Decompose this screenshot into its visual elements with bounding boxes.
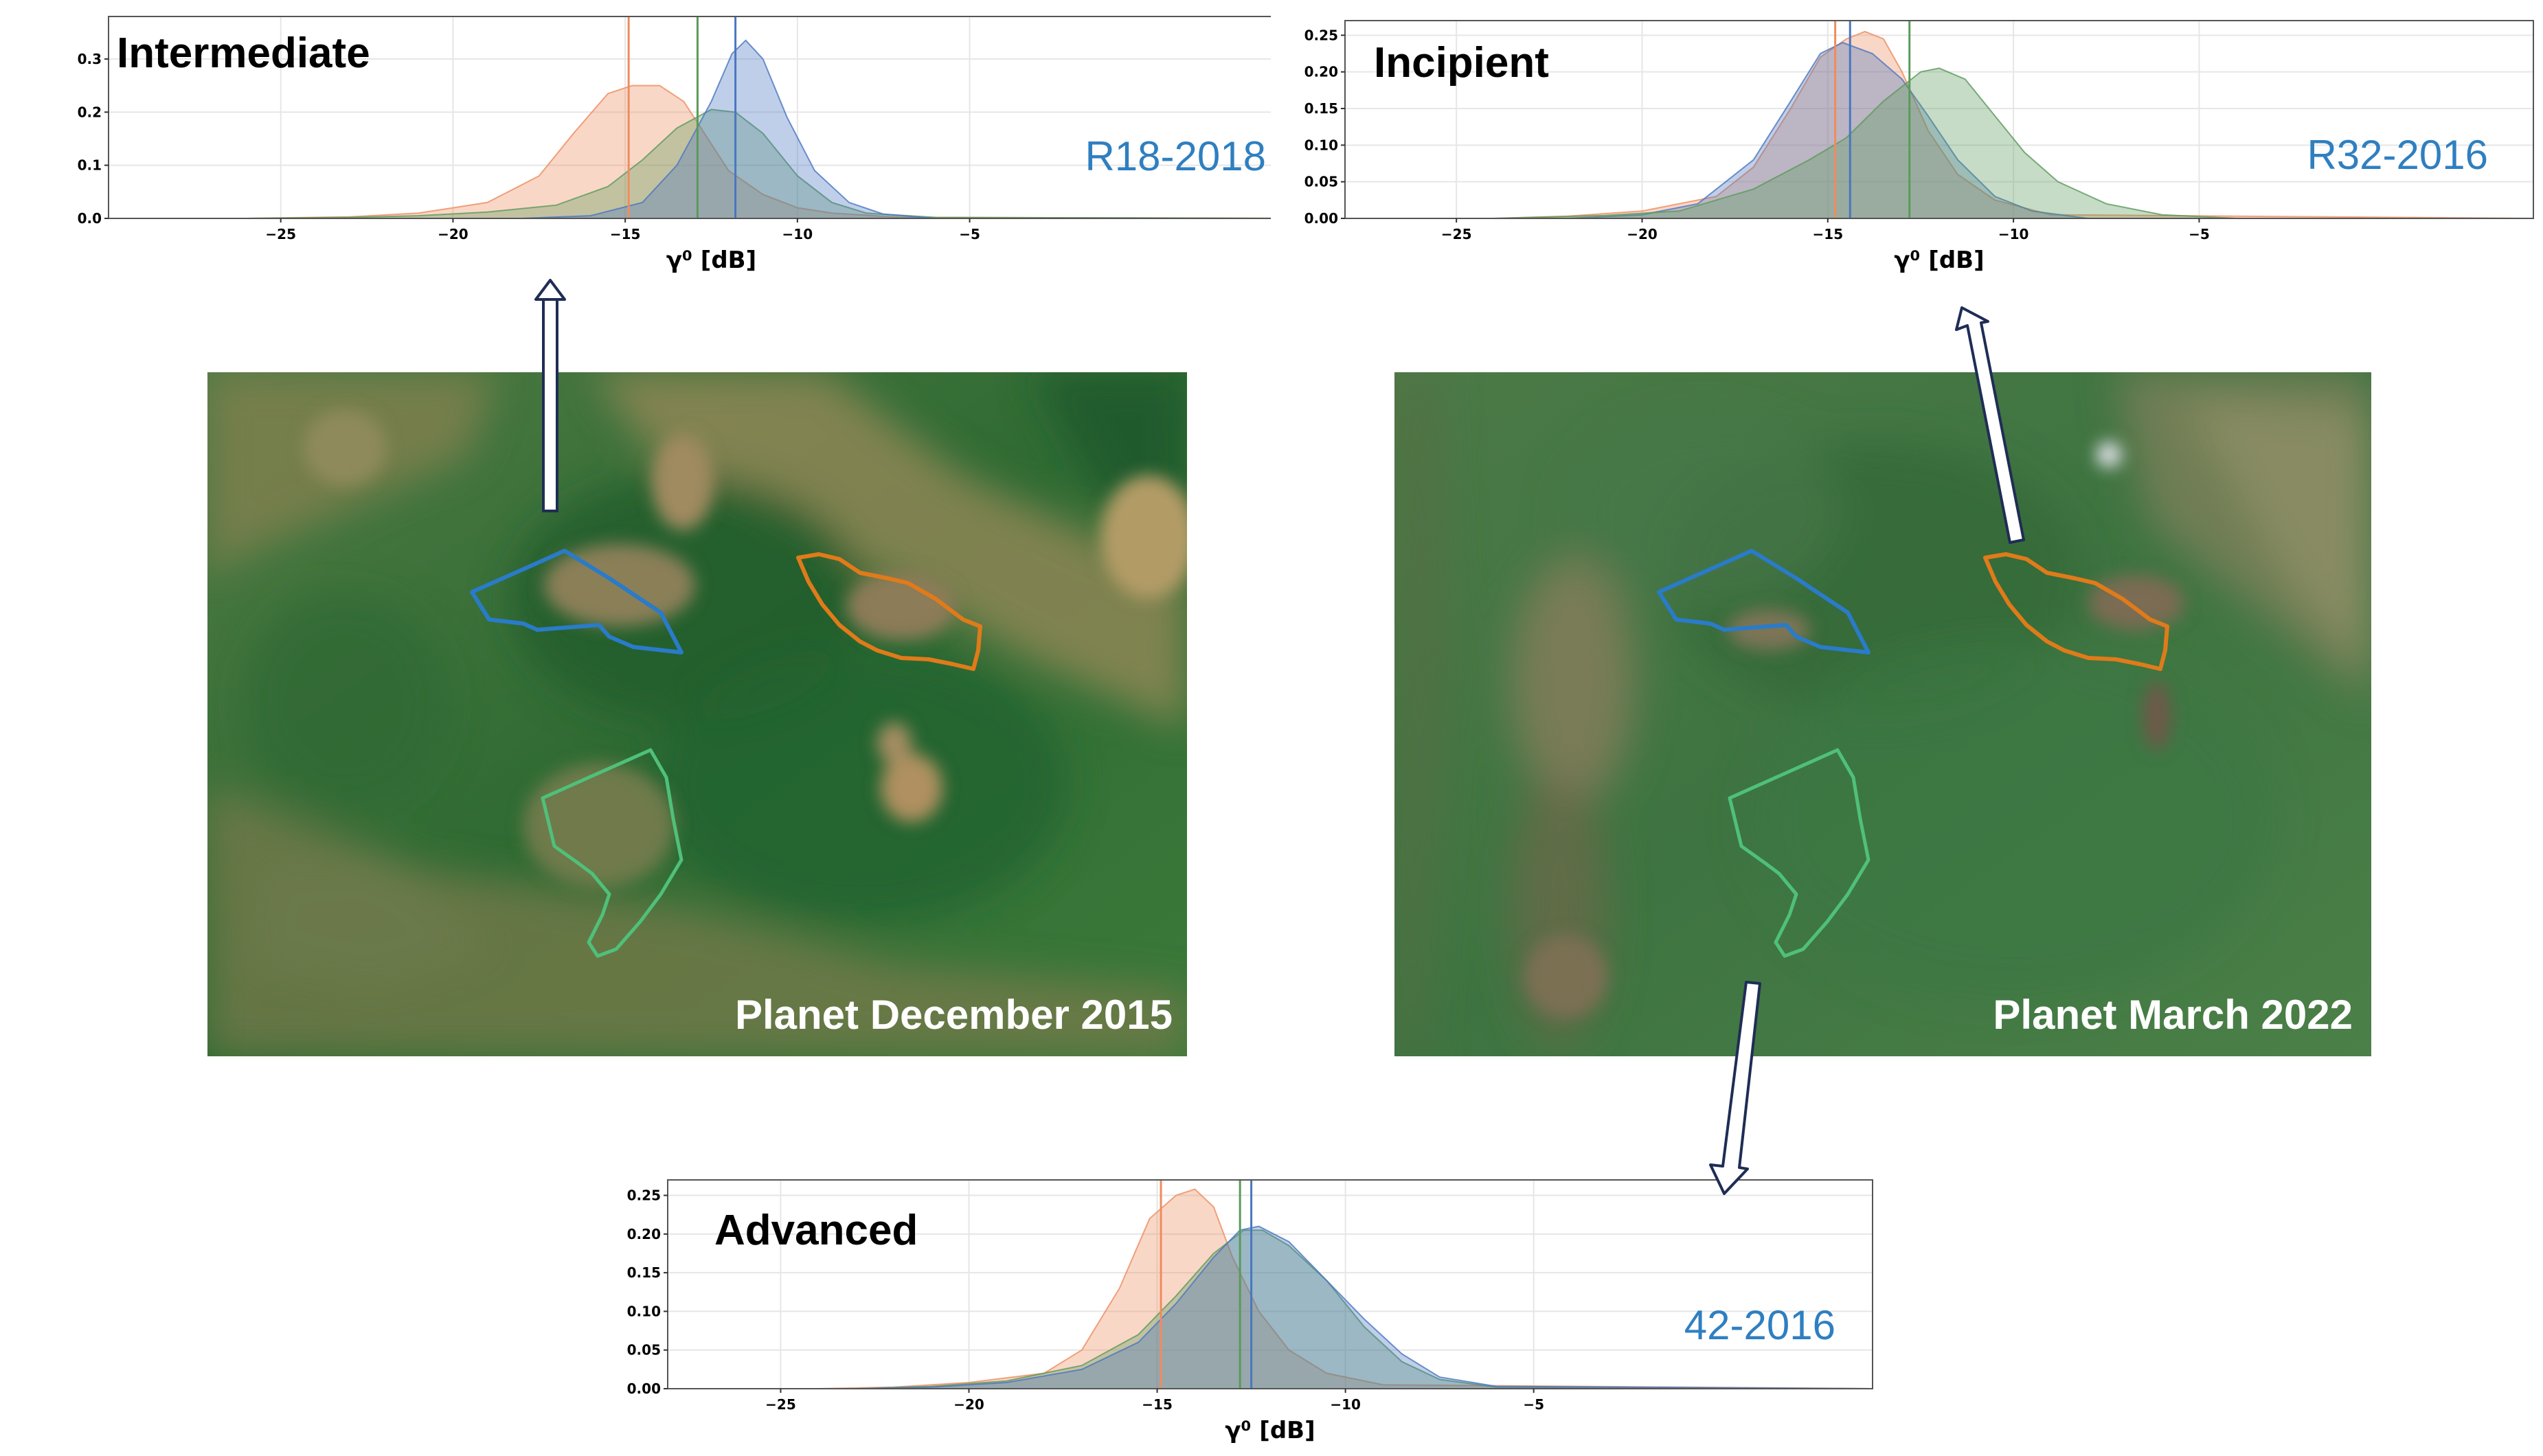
- x-tick-label: −5: [1523, 1396, 1544, 1413]
- density-area-1: [1345, 41, 2533, 219]
- y-tick-label: 0.00: [1304, 210, 1338, 227]
- polygon-orange-mar2022: [1983, 552, 2169, 671]
- y-tick-label: 0.0: [78, 210, 102, 227]
- site-code-label: 42-2016: [1684, 1302, 1835, 1348]
- y-tick-label: 0.10: [627, 1303, 661, 1319]
- caption-mar2022: Planet March 2022: [1993, 992, 2353, 1038]
- plot-frame: [1344, 20, 2534, 219]
- polygon-green-mar2022: [1728, 748, 1870, 958]
- chart-title: Intermediate: [117, 30, 370, 77]
- x-axis-label: γ⁰ [dB]: [1894, 247, 1984, 274]
- caption-dec2015: Planet December 2015: [735, 992, 1173, 1038]
- x-tick-label: −20: [953, 1396, 984, 1413]
- chart-incipient: 0.00 0.05 0.10 0.15 0.20 0.25 −25 −20 −15 −10 −5 γ⁰…: [1285, 14, 2543, 288]
- x-tick-label: −15: [1813, 226, 1844, 242]
- polygon-blue-mar2022: [1657, 549, 1870, 655]
- satellite-image-mar2022: Planet March 2022: [1394, 372, 2371, 1056]
- y-tick-label: 0.20: [627, 1226, 661, 1242]
- x-axis-label: γ⁰ [dB]: [666, 247, 756, 274]
- satellite-image-dec2015: Planet December 2015: [207, 372, 1187, 1056]
- y-tick-label: 0.05: [1304, 174, 1338, 190]
- chart-advanced-svg: 0.00 0.05 0.10 0.15 0.20 0.25 −25 −20 −15 −10 −5 γ⁰…: [627, 1179, 1873, 1444]
- x-tick-label: −25: [765, 1396, 796, 1413]
- y-tick-label: 0.15: [627, 1264, 661, 1281]
- x-tick-label: −10: [1330, 1396, 1361, 1413]
- y-tick-label: 0.05: [627, 1342, 661, 1358]
- y-tick-label: 0.15: [1304, 100, 1338, 117]
- chart-incipient-svg: 0.00 0.05 0.10 0.15 0.20 0.25 −25 −20 −15 −10 −5 γ⁰…: [1304, 20, 2534, 274]
- polygon-blue-dec2015: [470, 549, 683, 655]
- polygon-green-dec2015: [541, 748, 683, 958]
- y-tick-label: 0.10: [1304, 137, 1338, 153]
- x-tick-label: −20: [1627, 226, 1658, 242]
- x-tick-label: −25: [1441, 226, 1472, 242]
- x-tick-label: −15: [1142, 1396, 1173, 1413]
- x-tick-label: −15: [610, 226, 641, 242]
- density-area-0: [668, 1188, 1873, 1389]
- chart-title: Advanced: [714, 1207, 918, 1254]
- y-tick-label: 0.25: [627, 1187, 661, 1204]
- chart-advanced: 0.00 0.05 0.10 0.15 0.20 0.25 −25 −20 −15 −10 −5 γ⁰…: [598, 1176, 1889, 1451]
- chart-title: Incipient: [1374, 39, 1549, 87]
- density-area-2: [109, 39, 1271, 219]
- density-area-2: [668, 1225, 1873, 1389]
- y-tick-label: 0.00: [627, 1380, 661, 1397]
- polygon-orange-dec2015: [796, 552, 982, 671]
- x-tick-label: −10: [1998, 226, 2029, 242]
- density-area-1: [668, 1229, 1873, 1389]
- y-tick-label: 0.2: [78, 104, 102, 120]
- x-tick-label: −5: [2189, 226, 2210, 242]
- x-axis-label: γ⁰ [dB]: [1225, 1417, 1315, 1444]
- density-area-0: [109, 84, 1271, 219]
- chart-intermediate: 0.0 0.1 0.2 0.3 −25 −20 −15 −10 −5 γ⁰ [dB] Interme…: [7, 14, 1271, 288]
- chart-intermediate-svg: 0.0 0.1 0.2 0.3 −25 −20 −15 −10 −5 γ⁰ [dB] Interme…: [78, 16, 1271, 274]
- site-code-label: R32-2016: [2307, 132, 2488, 178]
- y-tick-label: 0.3: [78, 51, 102, 67]
- y-tick-label: 0.1: [78, 157, 102, 174]
- y-tick-label: 0.25: [1304, 27, 1338, 43]
- x-tick-label: −20: [438, 226, 468, 242]
- density-area-1: [109, 109, 1271, 219]
- x-tick-label: −25: [265, 226, 296, 242]
- x-tick-label: −10: [782, 226, 813, 242]
- y-tick-label: 0.20: [1304, 64, 1338, 80]
- plot-frame: [108, 16, 1271, 219]
- density-area-2: [1345, 67, 2533, 219]
- site-code-label: R18-2018: [1085, 133, 1266, 179]
- plot-frame: [667, 1179, 1873, 1389]
- density-area-0: [1345, 30, 2534, 219]
- x-tick-label: −5: [959, 226, 980, 242]
